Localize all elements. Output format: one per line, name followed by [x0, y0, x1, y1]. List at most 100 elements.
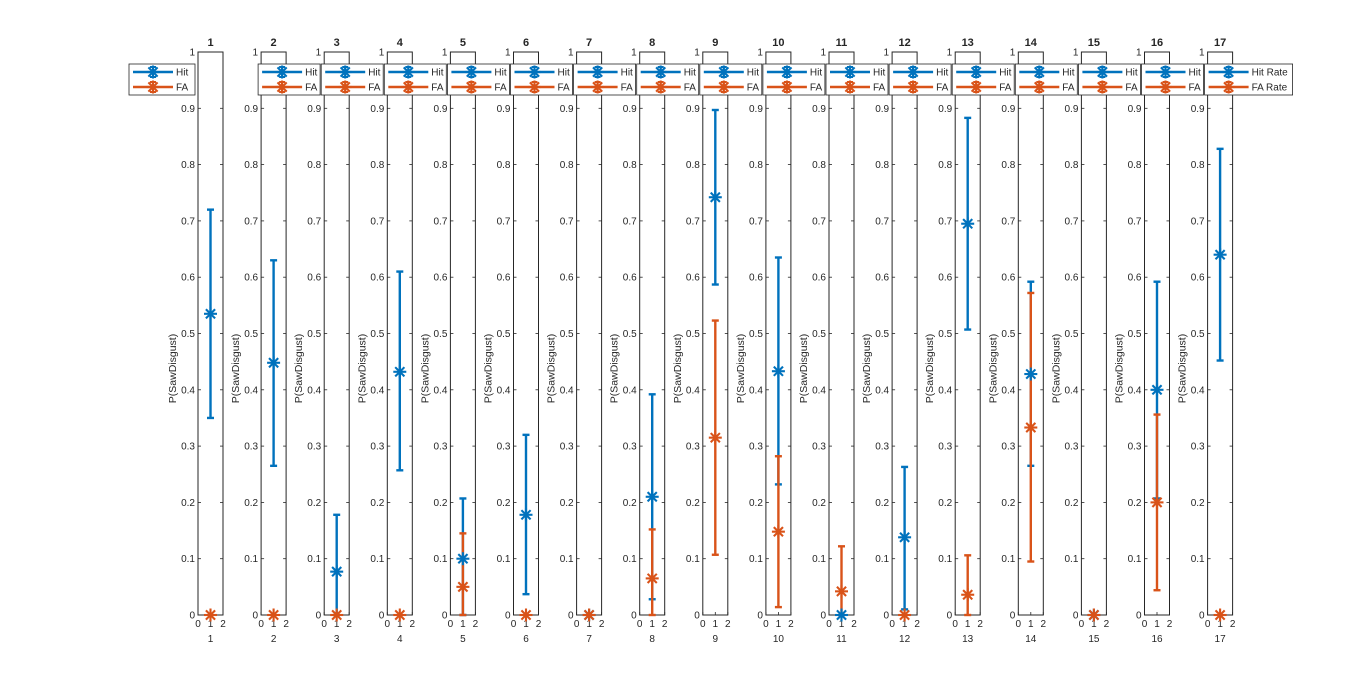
y-tick-label: 0.9: [812, 104, 826, 115]
legend-hit-marker: [591, 65, 605, 79]
panel-13: 00.10.20.30.40.50.60.70.80.910 1 213P(SawD…: [924, 37, 1015, 645]
x-tick-label: 2: [977, 619, 983, 630]
y-tick-label: 0.7: [1128, 216, 1142, 227]
legend-hit-marker: [275, 65, 289, 79]
x-tick-label: 1: [334, 619, 340, 630]
legend-hit-marker-ray: [844, 66, 856, 78]
legend-fa-label: FA: [684, 83, 697, 94]
legend-hit-label: Hit: [305, 68, 317, 79]
x-tick-label: 2: [410, 619, 416, 630]
x-axis-label: 17: [1215, 634, 1227, 645]
legend: Hit FA: [762, 63, 826, 96]
y-tick-label: 0.3: [686, 442, 700, 453]
hit-marker-ray: [457, 553, 469, 565]
y-tick-label: 1: [1073, 48, 1079, 59]
y-tick-label: 0: [884, 611, 890, 622]
legend-box: [1078, 63, 1141, 96]
legend: Hit FA: [446, 63, 510, 96]
y-tick-label: 0.9: [875, 104, 889, 115]
y-tick-label: 0.9: [1191, 104, 1205, 115]
fa-marker: [393, 608, 407, 622]
legend: Hit FA: [573, 63, 636, 96]
legend-hit-label: Hit: [936, 68, 948, 79]
y-tick-label: 0.6: [623, 273, 637, 284]
panel-10: 00.10.20.30.40.50.60.70.80.910 1 210P(SawD…: [735, 37, 826, 645]
y-tick-label: 1: [253, 48, 259, 59]
legend-hit-marker: [969, 65, 983, 79]
legend-box: [446, 63, 510, 96]
x-tick-label: 1: [776, 619, 782, 630]
y-tick-label: 0.8: [560, 160, 574, 171]
y-tick-label: 0.5: [623, 329, 637, 340]
y-tick-label: 0.4: [497, 385, 511, 396]
hit-marker: [835, 608, 848, 622]
y-tick-label: 0.5: [875, 329, 889, 340]
y-axis-label: P(SawDisgust): [1050, 334, 1062, 403]
legend-fa-label: FA: [873, 83, 886, 94]
legend: Hit FA: [825, 63, 889, 96]
legend-box: [636, 63, 700, 96]
x-axis-label: 1: [208, 634, 214, 645]
panel-title: 1: [207, 37, 213, 49]
legend-fa-marker: [654, 80, 668, 94]
y-tick-label: 0.8: [686, 160, 700, 171]
y-tick-label: 0.4: [1064, 385, 1078, 396]
y-tick-label: 0.6: [875, 273, 889, 284]
panel-16: 00.10.20.30.40.50.60.70.80.910 1 216P(SawD…: [1114, 37, 1204, 645]
y-tick-label: 0.9: [244, 104, 258, 115]
legend-fa-marker-ray: [655, 81, 667, 93]
fa-marker-ray: [205, 609, 216, 621]
y-tick-label: 0.5: [307, 329, 321, 340]
y-tick-label: 0.2: [623, 498, 637, 509]
y-tick-label: 0.4: [244, 385, 258, 396]
fa-marker: [1213, 608, 1227, 622]
legend-hit-marker-ray: [718, 66, 730, 78]
y-axis-label: P(SawDisgust): [230, 334, 242, 403]
legend-fa-marker: [1159, 80, 1172, 94]
legend-hit-label: Hit: [558, 68, 570, 79]
legend-fa-label: FA Rate: [1252, 83, 1288, 94]
legend-fa-label: FA: [176, 83, 189, 94]
fa-marker-ray: [899, 609, 910, 621]
panel-8: 00.10.20.30.40.50.60.70.80.910 1 28P(SawDi…: [609, 37, 700, 645]
legend-fa-label: FA: [305, 83, 318, 94]
y-tick-label: 0.7: [1064, 216, 1078, 227]
y-tick-label: 0.2: [1128, 498, 1142, 509]
y-tick-label: 1: [757, 48, 763, 59]
legend-fa-label: FA: [747, 83, 760, 94]
legend-hit-marker-ray: [529, 66, 540, 78]
y-tick-label: 0.8: [181, 160, 195, 171]
y-tick-label: 0.6: [560, 273, 574, 284]
x-tick-label: 0: [952, 619, 958, 630]
panel-9: 00.10.20.30.40.50.60.70.80.910 1 29P(SawDi…: [672, 37, 763, 645]
y-tick-label: 0.5: [1191, 329, 1205, 340]
hit-marker-ray: [709, 191, 721, 203]
y-axis-label: P(SawDisgust): [798, 334, 810, 403]
legend-box: [320, 63, 384, 96]
legend-fa-label: FA: [936, 83, 949, 94]
legend-fa-marker-ray: [781, 81, 793, 93]
legend-hit-label: Hit: [1189, 68, 1201, 79]
legend-fa-marker-ray: [402, 81, 414, 93]
fa-marker-ray: [331, 609, 343, 621]
fa-marker: [961, 588, 975, 602]
y-tick-label: 1: [820, 48, 826, 59]
legend: Hit Rate FA Rate: [1204, 63, 1293, 96]
y-tick-label: 0.7: [686, 216, 700, 227]
fa-marker: [1150, 495, 1164, 509]
legend-fa-label: FA: [999, 83, 1012, 94]
x-axis-label: 10: [773, 634, 785, 645]
legend-fa-marker-ray: [1160, 81, 1171, 93]
x-tick-label: 1: [902, 619, 908, 630]
legend-hit-marker: [401, 65, 415, 79]
legend-fa-marker: [591, 80, 605, 94]
legend-box: [1014, 63, 1078, 96]
y-tick-label: 0: [442, 611, 448, 622]
hit-marker-ray: [394, 366, 406, 378]
legend-fa-marker: [1222, 80, 1236, 94]
y-tick-label: 0: [1073, 611, 1079, 622]
panel-6: 00.10.20.30.40.50.60.70.80.910 1 26P(SawDi…: [483, 37, 573, 645]
panel-title: 5: [460, 37, 466, 49]
legend: Hit FA: [699, 63, 763, 96]
y-tick-label: 0.4: [1001, 385, 1015, 396]
